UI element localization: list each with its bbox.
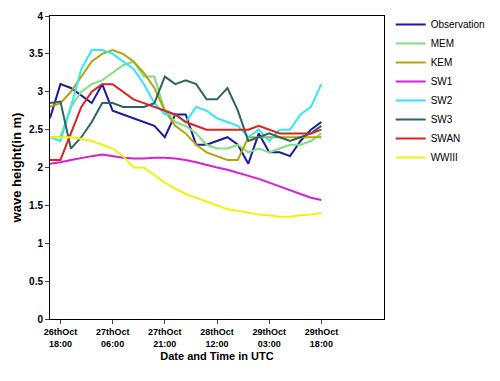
svg-text:KEM: KEM (431, 57, 453, 68)
svg-text:2.5: 2.5 (29, 124, 43, 135)
svg-text:SW2: SW2 (431, 95, 453, 106)
svg-text:SW1: SW1 (431, 76, 453, 87)
svg-text:WWIII: WWIII (431, 152, 458, 163)
svg-text:3.5: 3.5 (29, 48, 43, 59)
svg-text:1.5: 1.5 (29, 200, 43, 211)
svg-text:SWAN: SWAN (431, 133, 461, 144)
svg-text:wave height(in m): wave height(in m) (9, 113, 24, 224)
svg-text:1: 1 (37, 238, 43, 249)
svg-text:0.5: 0.5 (29, 276, 43, 287)
svg-text:29thOct18:00: 29thOct18:00 (305, 327, 339, 349)
svg-text:Observation: Observation (431, 19, 485, 30)
svg-text:28thOct12:00: 28thOct12:00 (200, 327, 234, 349)
svg-text:3: 3 (37, 86, 43, 97)
svg-text:0: 0 (37, 314, 43, 325)
svg-text:2: 2 (37, 162, 43, 173)
svg-text:4: 4 (37, 11, 43, 22)
svg-text:27thOct06:00: 27thOct06:00 (96, 327, 130, 349)
svg-text:MEM: MEM (431, 38, 454, 49)
svg-text:SW3: SW3 (431, 114, 453, 125)
svg-text:27thOct21:00: 27thOct21:00 (148, 327, 182, 349)
svg-text:29thOct03:00: 29thOct03:00 (252, 327, 286, 349)
svg-text:26thOct18:00: 26thOct18:00 (44, 327, 78, 349)
svg-text:Date and Time in UTC: Date and Time in UTC (160, 350, 274, 362)
